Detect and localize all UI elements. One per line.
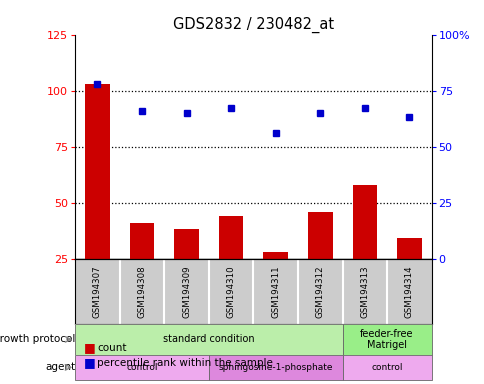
Bar (209, 354, 342, 380)
Text: GSM194311: GSM194311 (271, 265, 280, 318)
Text: growth protocol: growth protocol (0, 334, 75, 344)
Text: GSM194308: GSM194308 (137, 265, 146, 318)
Text: agent: agent (45, 362, 75, 372)
Text: ■: ■ (84, 341, 95, 354)
Text: control: control (126, 363, 157, 372)
Bar (174, 230, 198, 258)
Bar (342, 324, 431, 354)
Bar (263, 252, 287, 258)
Text: feeder-free
Matrigel: feeder-free Matrigel (360, 329, 413, 350)
Bar (307, 212, 332, 258)
Text: sphingosine-1-phosphate: sphingosine-1-phosphate (218, 363, 332, 372)
Text: control: control (371, 363, 402, 372)
Title: GDS2832 / 230482_at: GDS2832 / 230482_at (172, 17, 333, 33)
Text: count: count (97, 343, 126, 353)
Text: GSM194314: GSM194314 (404, 265, 413, 318)
Bar (75, 324, 342, 354)
Text: GSM194310: GSM194310 (226, 265, 235, 318)
Text: GSM194312: GSM194312 (315, 265, 324, 318)
Bar (218, 216, 243, 258)
Bar (342, 354, 431, 380)
Bar (75, 354, 209, 380)
Text: ■: ■ (84, 356, 95, 369)
Text: GSM194307: GSM194307 (93, 265, 102, 318)
Bar (130, 223, 154, 258)
Bar (85, 84, 109, 258)
Text: GSM194309: GSM194309 (182, 265, 191, 318)
Bar (352, 185, 376, 258)
Bar (396, 238, 421, 258)
Text: GSM194313: GSM194313 (360, 265, 368, 318)
Text: standard condition: standard condition (163, 334, 254, 344)
Text: percentile rank within the sample: percentile rank within the sample (97, 358, 272, 368)
